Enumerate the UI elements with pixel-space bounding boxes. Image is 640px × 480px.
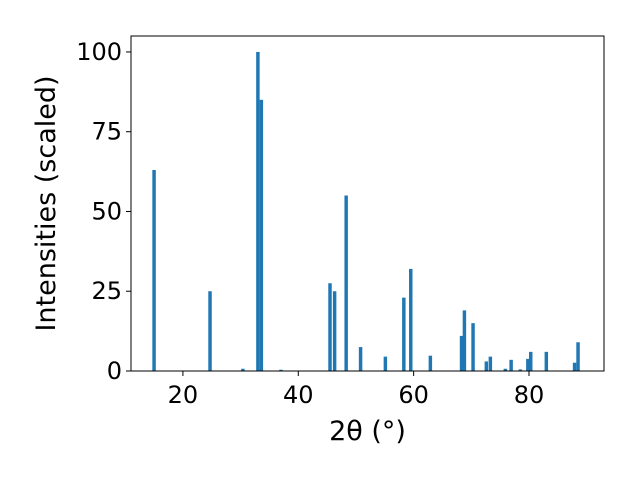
bar xyxy=(488,356,493,371)
bar xyxy=(409,268,413,371)
bar xyxy=(259,99,264,371)
bar xyxy=(572,362,577,371)
bar xyxy=(509,359,513,371)
x-tick-label: 60 xyxy=(398,381,429,409)
bar xyxy=(518,369,523,371)
bar-series xyxy=(152,51,580,371)
bar xyxy=(383,356,388,371)
bar xyxy=(576,342,580,371)
bar xyxy=(208,291,212,371)
x-axis: 20 40 60 80 xyxy=(168,371,545,409)
bar xyxy=(344,195,348,371)
y-axis: 0 25 50 75 100 xyxy=(76,38,131,385)
bar xyxy=(332,291,337,371)
bar xyxy=(256,51,260,371)
plot-frame xyxy=(130,35,605,372)
x-tick-label: 20 xyxy=(168,381,199,409)
bar xyxy=(471,323,475,371)
bar xyxy=(544,351,549,371)
bar xyxy=(484,361,489,371)
bar xyxy=(152,170,156,371)
y-axis-label: Intensities (scaled) xyxy=(31,75,62,331)
bar xyxy=(503,368,508,371)
bar xyxy=(328,283,332,371)
x-tick-label: 40 xyxy=(283,381,314,409)
bar xyxy=(358,347,363,371)
bar xyxy=(402,297,406,371)
bar xyxy=(279,369,283,371)
x-axis-label: 2θ (°) xyxy=(329,416,406,447)
bar xyxy=(462,310,467,371)
x-tick-label: 80 xyxy=(514,381,545,409)
bar xyxy=(529,351,533,371)
y-tick-label: 25 xyxy=(91,277,122,305)
y-tick-label: 0 xyxy=(107,357,122,385)
bar xyxy=(241,368,245,371)
y-tick-label: 100 xyxy=(76,38,122,66)
bar xyxy=(459,335,464,371)
bar xyxy=(526,358,530,371)
y-tick-label: 75 xyxy=(91,118,122,146)
y-tick-label: 50 xyxy=(91,197,122,225)
bar xyxy=(428,355,433,371)
